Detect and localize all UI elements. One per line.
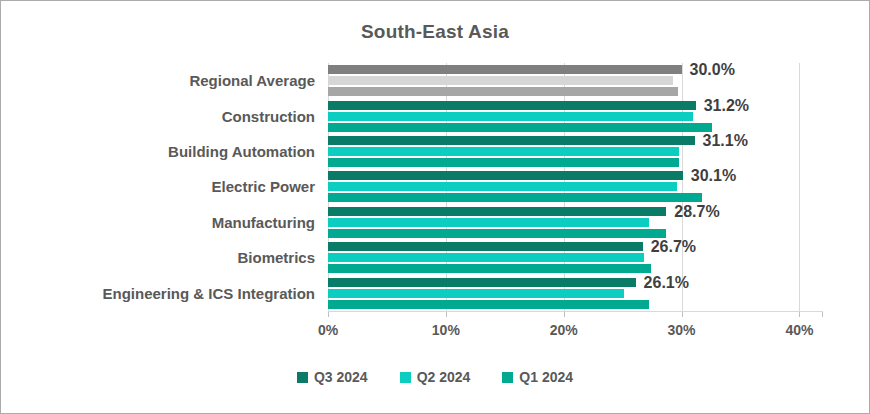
category-label: Biometrics bbox=[1, 249, 328, 266]
category-row: Construction 31.2% bbox=[1, 98, 823, 133]
bar-line bbox=[328, 229, 823, 238]
category-row: Regional Average 30.0% bbox=[1, 63, 823, 98]
bar-line: 28.7% bbox=[328, 207, 823, 216]
plot-rows: Regional Average 30.0% Construction 31.2% Bu… bbox=[1, 63, 823, 311]
legend-swatch bbox=[502, 372, 513, 383]
bar-q1-2024 bbox=[328, 87, 678, 96]
bar-q3-2024 bbox=[328, 171, 683, 180]
category-bars: 28.7% bbox=[328, 207, 823, 238]
bar-q3-2024 bbox=[328, 65, 682, 74]
bar-q2-2024 bbox=[328, 253, 644, 262]
bar-q3-2024 bbox=[328, 242, 643, 251]
bar-line bbox=[328, 264, 823, 273]
bar-line bbox=[328, 289, 823, 298]
bar-line bbox=[328, 218, 823, 227]
bar-q2-2024 bbox=[328, 76, 673, 85]
category-label: Construction bbox=[1, 108, 328, 125]
bar-q1-2024 bbox=[328, 264, 651, 273]
x-axis-tick bbox=[799, 312, 800, 317]
category-row: Building Automation 31.1% bbox=[1, 134, 823, 169]
x-axis-tick-label: 0% bbox=[318, 322, 338, 338]
legend-swatch bbox=[400, 372, 411, 383]
bar-q2-2024 bbox=[328, 218, 649, 227]
legend-label: Q2 2024 bbox=[417, 369, 471, 385]
bar-q3-2024 bbox=[328, 101, 696, 110]
bar-line: 26.1% bbox=[328, 278, 823, 287]
bar-q1-2024 bbox=[328, 300, 649, 309]
category-label: Manufacturing bbox=[1, 214, 328, 231]
data-label: 31.1% bbox=[703, 136, 748, 145]
x-axis-tick-label: 20% bbox=[550, 322, 578, 338]
category-row: Engineering & ICS Integration 26.1% bbox=[1, 276, 823, 311]
x-axis-tick-label: 40% bbox=[785, 322, 813, 338]
legend-label: Q3 2024 bbox=[314, 369, 368, 385]
category-label: Engineering & ICS Integration bbox=[1, 285, 328, 302]
category-row: Biometrics 26.7% bbox=[1, 240, 823, 275]
x-axis-tick bbox=[328, 312, 329, 317]
bar-q2-2024 bbox=[328, 182, 677, 191]
x-axis: 0%10%20%30%40% bbox=[328, 312, 823, 352]
category-row: Electric Power 30.1% bbox=[1, 169, 823, 204]
bar-line bbox=[328, 253, 823, 262]
data-label: 28.7% bbox=[674, 207, 719, 216]
category-label: Electric Power bbox=[1, 178, 328, 195]
data-label: 31.2% bbox=[704, 101, 749, 110]
x-axis-tick-label: 10% bbox=[432, 322, 460, 338]
bar-q2-2024 bbox=[328, 147, 679, 156]
bar-line bbox=[328, 182, 823, 191]
data-label: 30.0% bbox=[690, 65, 735, 74]
chart-container: South-East Asia Regional Average 30.0% Con… bbox=[0, 0, 870, 414]
category-bars: 30.0% bbox=[328, 65, 823, 96]
x-axis-tick bbox=[682, 312, 683, 317]
bar-q1-2024 bbox=[328, 158, 679, 167]
category-label: Building Automation bbox=[1, 143, 328, 160]
data-label: 26.7% bbox=[651, 242, 696, 251]
bar-line bbox=[328, 158, 823, 167]
bar-q3-2024 bbox=[328, 136, 695, 145]
bar-line: 31.2% bbox=[328, 101, 823, 110]
chart-title: South-East Asia bbox=[1, 21, 869, 43]
bar-line: 31.1% bbox=[328, 136, 823, 145]
x-axis-end-tick bbox=[822, 312, 823, 317]
x-axis-tick bbox=[446, 312, 447, 317]
bar-line bbox=[328, 123, 823, 132]
category-bars: 30.1% bbox=[328, 171, 823, 202]
legend-item: Q3 2024 bbox=[297, 369, 368, 385]
bar-q1-2024 bbox=[328, 229, 666, 238]
category-bars: 31.1% bbox=[328, 136, 823, 167]
bar-line: 30.1% bbox=[328, 171, 823, 180]
bar-q1-2024 bbox=[328, 193, 702, 202]
bar-line bbox=[328, 87, 823, 96]
category-label: Regional Average bbox=[1, 72, 328, 89]
data-label: 26.1% bbox=[644, 278, 689, 287]
legend-item: Q1 2024 bbox=[502, 369, 573, 385]
bar-line bbox=[328, 76, 823, 85]
category-bars: 26.7% bbox=[328, 242, 823, 273]
data-label: 30.1% bbox=[691, 171, 736, 180]
bar-line bbox=[328, 147, 823, 156]
legend-label: Q1 2024 bbox=[519, 369, 573, 385]
bar-q2-2024 bbox=[328, 289, 624, 298]
bar-line: 26.7% bbox=[328, 242, 823, 251]
bar-line: 30.0% bbox=[328, 65, 823, 74]
legend: Q3 2024 Q2 2024 Q1 2024 bbox=[1, 369, 869, 385]
bar-q3-2024 bbox=[328, 207, 666, 216]
category-bars: 31.2% bbox=[328, 101, 823, 132]
bar-q3-2024 bbox=[328, 278, 636, 287]
x-axis-tick-label: 30% bbox=[668, 322, 696, 338]
legend-swatch bbox=[297, 372, 308, 383]
category-row: Manufacturing 28.7% bbox=[1, 205, 823, 240]
bar-q1-2024 bbox=[328, 123, 712, 132]
bar-line bbox=[328, 300, 823, 309]
category-bars: 26.1% bbox=[328, 278, 823, 309]
legend-item: Q2 2024 bbox=[400, 369, 471, 385]
bar-line bbox=[328, 193, 823, 202]
x-axis-tick bbox=[564, 312, 565, 317]
bar-q2-2024 bbox=[328, 112, 693, 121]
